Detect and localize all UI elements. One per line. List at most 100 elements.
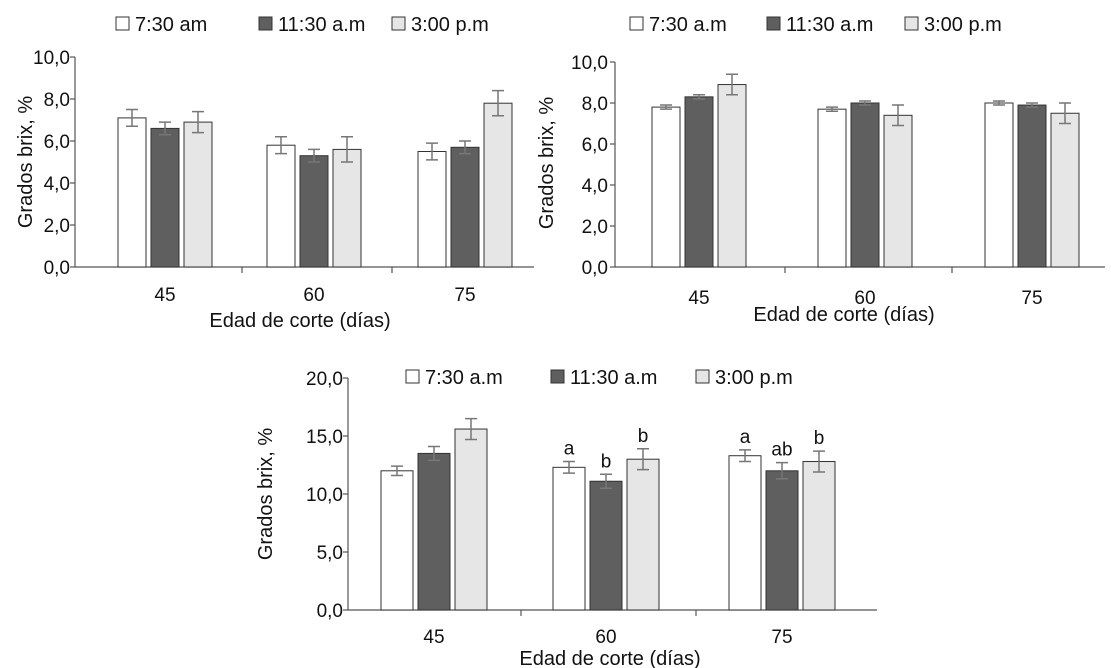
bar-60-series-1 — [266, 144, 296, 268]
y-tick-label: 2,0 — [44, 216, 70, 237]
x-tick-label: 60 — [303, 285, 324, 306]
bar-45-series-3 — [183, 121, 213, 268]
error-bar — [159, 121, 171, 136]
y-tick-label: 15,0 — [306, 427, 343, 448]
legend-label: 7:30 a.m — [425, 367, 503, 389]
y-tick-label: 2,0 — [582, 217, 608, 238]
x-axis-title: Edad de corte (días) — [209, 310, 390, 332]
x-tick-label: 45 — [423, 627, 444, 648]
x-axis-title: Edad de corte (días) — [753, 304, 934, 326]
error-bar — [726, 73, 738, 96]
bar-45-series-2 — [417, 452, 451, 611]
error-bar — [492, 89, 504, 117]
legend-label: 7:30 am — [135, 14, 207, 36]
bar-45-series-1 — [380, 470, 414, 611]
y-tick-label: 0,0 — [317, 601, 343, 622]
x-tick-label: 60 — [854, 288, 875, 309]
bar-75-series-3 — [802, 461, 836, 611]
error-bar — [1059, 102, 1071, 125]
y-tick-label: 5,0 — [317, 543, 343, 564]
error-bar — [776, 461, 788, 480]
error-bar — [693, 94, 705, 100]
error-bar — [428, 445, 440, 462]
y-tick-label: 10,0 — [306, 485, 343, 506]
error-bar — [1026, 102, 1038, 108]
legend-swatch — [391, 16, 406, 31]
y-tick-label: 10,0 — [571, 53, 608, 74]
error-bar — [600, 473, 612, 489]
legend-swatch — [550, 369, 565, 384]
y-tick-label: 8,0 — [44, 90, 70, 111]
y-tick-label: 20,0 — [306, 369, 343, 390]
error-bar — [308, 148, 320, 163]
error-bar — [826, 106, 838, 112]
legend-swatch — [629, 16, 644, 31]
significance-letter: a — [740, 427, 751, 448]
error-bar — [813, 450, 825, 473]
bar-75-series-1 — [728, 455, 762, 611]
bar-75-series-3 — [1050, 112, 1080, 268]
legend-label: 7:30 a.m — [649, 14, 727, 36]
error-bar — [341, 136, 353, 163]
chart-top-left: 0,0 2,0 4,0 6,0 8,0 10,0 45 60 75 Edad de corte (… — [15, 14, 534, 332]
bar-75-series-2 — [450, 146, 480, 268]
bar-75-series-3 — [483, 102, 513, 268]
legend-label: 3:00 p.m — [715, 367, 793, 389]
bar-45-series-1 — [651, 106, 681, 268]
bar-45-series-3 — [717, 84, 747, 268]
error-bar — [192, 110, 204, 134]
y-tick-label: 4,0 — [582, 176, 608, 197]
legend-swatch — [115, 16, 130, 31]
error-bar — [126, 108, 138, 128]
legend-label: 3:00 p.m — [411, 14, 489, 36]
bar-60-series-1 — [817, 108, 847, 268]
x-tick-label: 75 — [454, 285, 475, 306]
x-tick-label: 45 — [154, 285, 175, 306]
error-bar — [465, 417, 477, 441]
y-tick-label: 8,0 — [582, 94, 608, 115]
bar-60-series-3 — [883, 114, 913, 268]
bar-45-series-1 — [117, 117, 147, 268]
bar-60-series-2 — [850, 102, 880, 268]
bar-75-series-1 — [984, 102, 1014, 268]
legend-swatch — [258, 16, 273, 31]
legend-label: 11:30 a.m — [570, 367, 657, 389]
x-tick-label: 60 — [595, 627, 616, 648]
bar-75-series-2 — [765, 470, 799, 611]
error-bar — [739, 449, 751, 463]
error-bar — [892, 104, 904, 127]
bar-75-series-1 — [417, 151, 447, 268]
y-tick-label: 0,0 — [582, 258, 608, 279]
y-tick-label: 0,0 — [44, 258, 70, 279]
x-tick-label: 75 — [771, 627, 792, 648]
error-bar — [660, 104, 672, 110]
legend-swatch — [405, 369, 420, 384]
significance-letter: ab — [771, 440, 792, 461]
x-tick-label: 45 — [688, 288, 709, 309]
error-bar — [993, 100, 1005, 106]
bar-60-series-2 — [589, 480, 623, 611]
error-bar — [459, 140, 471, 155]
significance-letter: b — [638, 426, 649, 447]
error-bar — [275, 136, 287, 155]
legend-label: 3:00 p.m — [924, 14, 1002, 36]
error-bar — [637, 448, 649, 471]
y-tick-label: 6,0 — [44, 132, 70, 153]
error-bar — [426, 142, 438, 161]
legend-swatch — [904, 16, 919, 31]
chart-top-right: 0,0 2,0 4,0 6,0 8,0 10,0 45 60 75 Edad de corte (… — [536, 14, 1105, 326]
legend-label: 11:30 a.m — [278, 14, 365, 36]
bar-60-series-3 — [626, 458, 660, 611]
legend-label: 11:30 a.m — [786, 14, 873, 36]
y-tick-label: 10,0 — [33, 48, 70, 69]
significance-letter: a — [564, 439, 575, 460]
bar-45-series-3 — [454, 428, 488, 611]
y-tick-label: 4,0 — [44, 174, 70, 195]
y-tick-label: 6,0 — [582, 135, 608, 156]
error-bar — [563, 460, 575, 474]
x-tick-label: 75 — [1021, 288, 1042, 309]
legend-swatch — [766, 16, 781, 31]
significance-letter: b — [601, 451, 612, 472]
bar-60-series-3 — [332, 148, 362, 268]
